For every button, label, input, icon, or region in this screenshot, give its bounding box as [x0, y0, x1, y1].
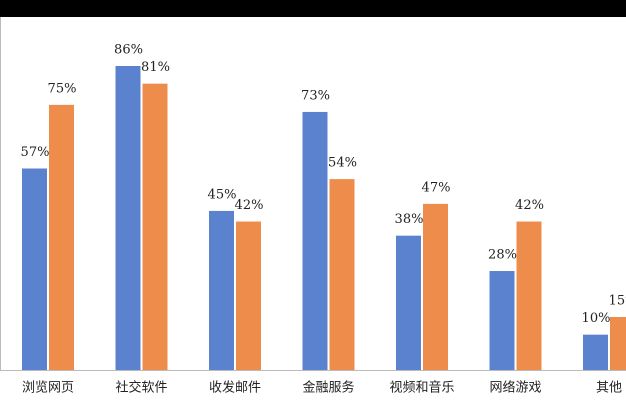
x-tick-label: 浏览网页 [22, 380, 74, 396]
bar [236, 221, 261, 370]
value-label: 75% [48, 81, 77, 96]
value-label: 57% [21, 145, 50, 160]
x-tick-label: 视频和音乐 [389, 380, 454, 396]
value-label: 42% [515, 198, 544, 213]
bar [115, 65, 141, 371]
bar [583, 334, 608, 370]
bar [142, 83, 168, 370]
bar [423, 203, 448, 370]
bar [610, 316, 626, 370]
bar [329, 179, 355, 370]
value-label: 45% [208, 187, 237, 202]
x-tick-label: 其他 [596, 381, 622, 396]
value-label: 15% [609, 293, 626, 308]
x-tick-label: 社交软件 [115, 380, 167, 396]
x-tick-label: 金融服务 [302, 380, 354, 396]
bar [209, 210, 234, 370]
value-label: 54% [328, 156, 357, 171]
bar [489, 271, 515, 370]
value-label: 10% [582, 311, 611, 326]
bar [302, 111, 328, 370]
value-label: 81% [141, 60, 170, 75]
value-label: 28% [488, 248, 517, 263]
value-label: 47% [422, 180, 451, 195]
value-label: 86% [114, 42, 143, 57]
x-tick-label: 收发邮件 [209, 380, 261, 396]
bar [516, 221, 542, 370]
value-label: 42% [235, 198, 264, 213]
top-band [0, 0, 626, 17]
value-label: 73% [301, 88, 330, 103]
value-label: 38% [395, 212, 424, 227]
x-tick-label: 网络游戏 [489, 380, 541, 396]
bar [49, 104, 74, 370]
bar [22, 168, 47, 370]
bar [396, 235, 421, 370]
